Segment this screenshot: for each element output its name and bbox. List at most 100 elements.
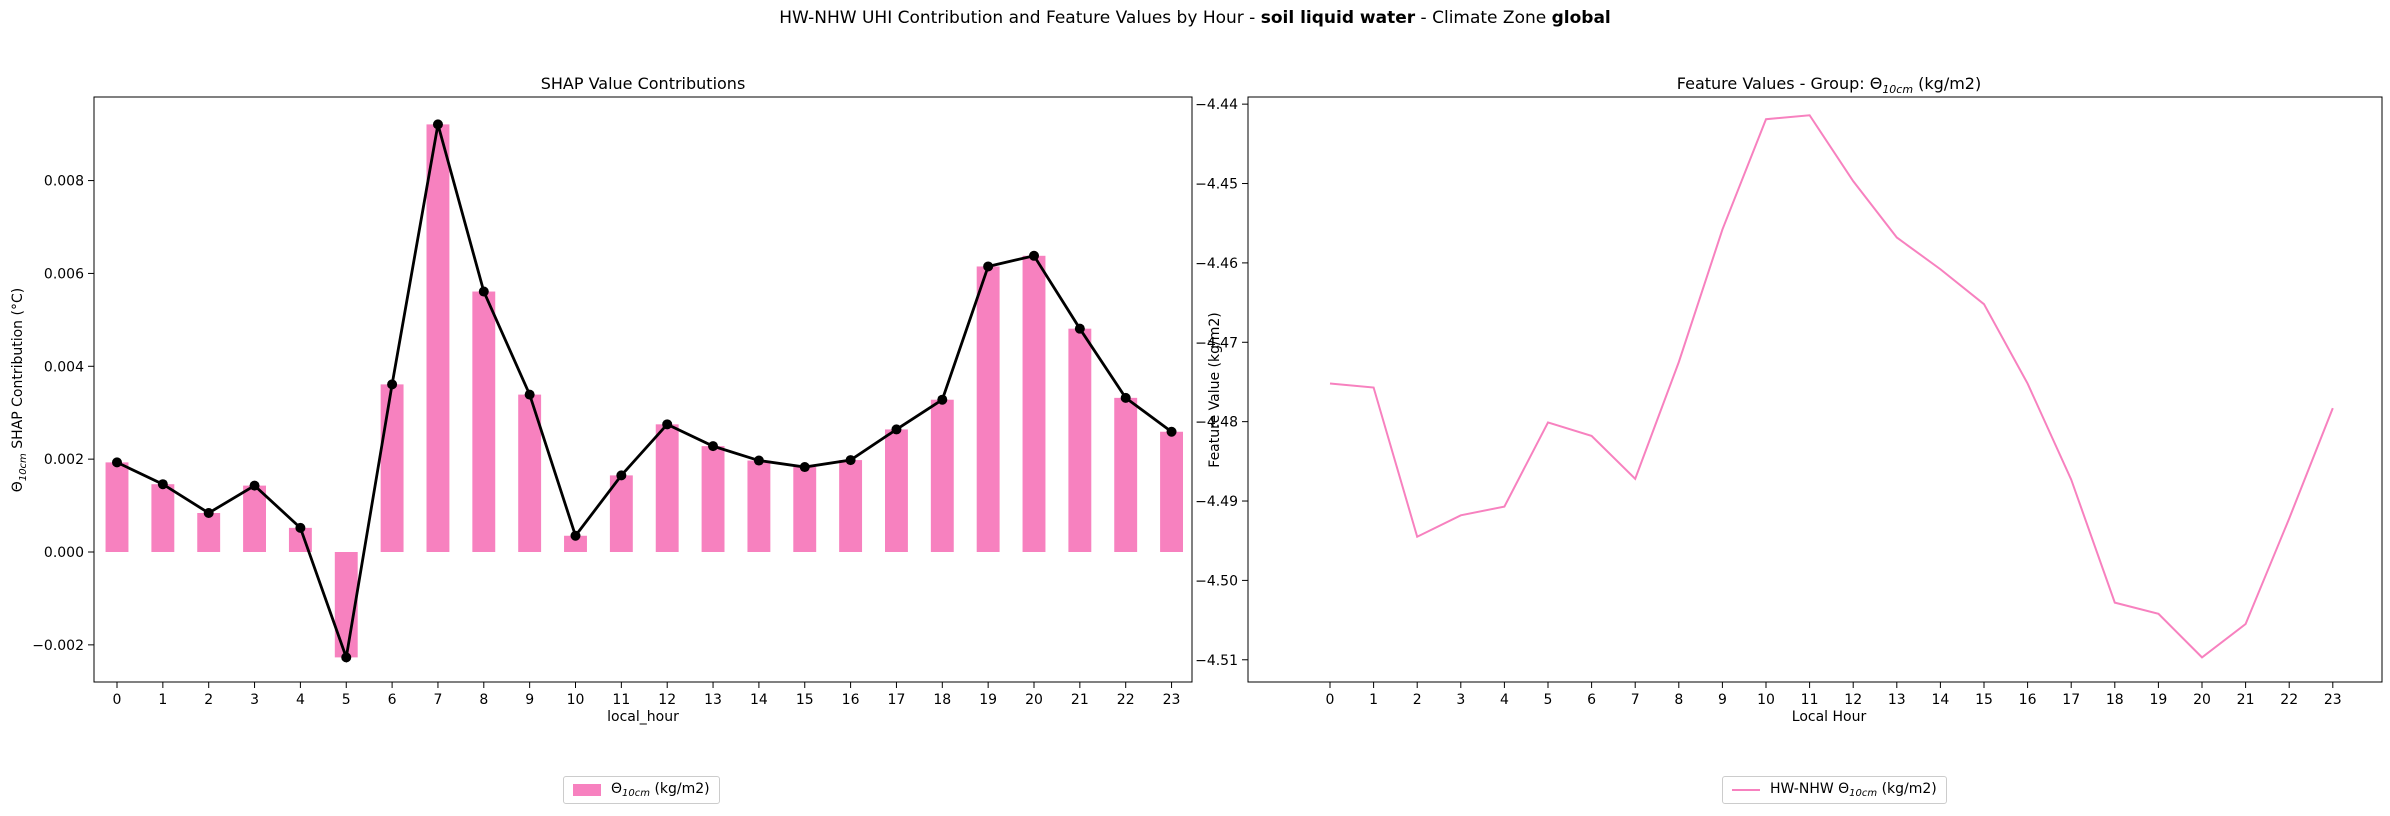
shap-marker bbox=[157, 479, 168, 490]
y-tick-label: 0.004 bbox=[44, 359, 84, 375]
shap-marker bbox=[891, 424, 902, 435]
left-x-ticks: 0 1 2 3 4 5 6 7 8 9 10 11 12 13 14 15 16 17 18 19 20 21 22 23 bbox=[113, 682, 1181, 708]
shap-bar bbox=[701, 446, 725, 552]
x-tick-label: 2 bbox=[1413, 692, 1422, 708]
y-tick-label: 0.006 bbox=[44, 266, 84, 282]
x-tick-label: 21 bbox=[2237, 692, 2255, 708]
right-legend: HW-NHW Θ10cm (kg/m2) bbox=[1722, 776, 1947, 804]
shap-marker bbox=[524, 389, 535, 400]
x-tick-label: 10 bbox=[1757, 692, 1775, 708]
x-tick-label: 10 bbox=[567, 692, 585, 708]
x-tick-label: 1 bbox=[1369, 692, 1378, 708]
shap-marker bbox=[1166, 426, 1177, 437]
x-tick-label: 18 bbox=[2106, 692, 2124, 708]
y-tick-label: −4.46 bbox=[1195, 256, 1238, 272]
shap-marker bbox=[295, 522, 306, 533]
x-tick-label: 4 bbox=[296, 692, 305, 708]
x-tick-label: 23 bbox=[1163, 692, 1181, 708]
shap-marker bbox=[1029, 250, 1039, 261]
y-tick-label: 0.002 bbox=[44, 452, 84, 468]
x-tick-label: 8 bbox=[1674, 692, 1683, 708]
x-tick-label: 12 bbox=[658, 692, 676, 708]
shap-marker bbox=[1074, 323, 1085, 334]
x-tick-label: 6 bbox=[1587, 692, 1596, 708]
left-x-axis-label: local_hour bbox=[607, 709, 679, 725]
x-tick-label: 5 bbox=[1544, 692, 1553, 708]
right-chart-title: Feature Values - Group: Θ10cm (kg/m2) bbox=[1677, 74, 1981, 96]
x-tick-label: 3 bbox=[250, 692, 259, 708]
x-tick-label: 11 bbox=[1801, 692, 1819, 708]
shap-marker bbox=[387, 379, 398, 390]
left-legend: Θ10cm (kg/m2) bbox=[563, 776, 720, 804]
shap-bar bbox=[609, 475, 633, 552]
shap-bar bbox=[1160, 431, 1183, 552]
x-tick-label: 13 bbox=[704, 692, 722, 708]
shap-marker bbox=[708, 441, 719, 452]
x-tick-label: 4 bbox=[1500, 692, 1509, 708]
left-chart-title: SHAP Value Contributions bbox=[541, 74, 746, 93]
y-tick-label: −4.47 bbox=[1195, 335, 1238, 351]
shap-marker bbox=[570, 530, 581, 541]
y-tick-label: −4.44 bbox=[1195, 97, 1238, 113]
left-y-ticks: −0.002 0.000 0.002 0.004 0.006 0.008 bbox=[32, 174, 94, 654]
shap-bar bbox=[793, 467, 817, 552]
shap-marker bbox=[753, 455, 764, 466]
shap-marker bbox=[478, 286, 489, 297]
shap-marker bbox=[983, 261, 994, 272]
shap-marker bbox=[112, 457, 122, 468]
x-tick-label: 9 bbox=[525, 692, 534, 708]
x-tick-label: 6 bbox=[388, 692, 397, 708]
shap-marker bbox=[799, 462, 810, 473]
right-y-axis-label: Feature Value (kg/m2) bbox=[1207, 312, 1223, 467]
right-axes-frame bbox=[1247, 96, 2383, 683]
x-tick-label: 1 bbox=[158, 692, 167, 708]
x-tick-label: 15 bbox=[796, 692, 814, 708]
x-tick-label: 17 bbox=[888, 692, 906, 708]
bar-series bbox=[105, 124, 1183, 658]
x-tick-label: 11 bbox=[612, 692, 630, 708]
x-tick-label: 18 bbox=[933, 692, 951, 708]
right-legend-label: HW-NHW Θ10cm (kg/m2) bbox=[1770, 781, 1937, 799]
shap-line-markers bbox=[112, 119, 1177, 663]
shap-bar bbox=[747, 460, 771, 552]
x-tick-label: 21 bbox=[1071, 692, 1089, 708]
shap-marker bbox=[249, 480, 260, 491]
shap-bar bbox=[564, 535, 587, 552]
x-tick-label: 9 bbox=[1718, 692, 1727, 708]
x-tick-label: 0 bbox=[113, 692, 122, 708]
x-tick-label: 22 bbox=[1117, 692, 1135, 708]
x-tick-label: 19 bbox=[979, 692, 997, 708]
right-x-ticks: 0 1 2 3 4 5 6 7 8 9 10 11 12 13 14 15 16 17 18 19 20 21 22 23 bbox=[1326, 682, 2342, 708]
x-tick-label: 8 bbox=[479, 692, 488, 708]
y-tick-label: −0.002 bbox=[32, 638, 84, 654]
x-tick-label: 16 bbox=[2019, 692, 2037, 708]
shap-bar bbox=[472, 291, 496, 552]
y-tick-label: −4.50 bbox=[1195, 573, 1238, 589]
x-tick-label: 15 bbox=[1975, 692, 1993, 708]
shap-bar bbox=[1022, 255, 1046, 553]
shap-overlay-line bbox=[116, 124, 1173, 663]
shap-marker bbox=[845, 455, 856, 466]
x-tick-label: 23 bbox=[2324, 692, 2342, 708]
shap-marker bbox=[341, 652, 352, 663]
shap-bar bbox=[839, 460, 863, 552]
legend-line-swatch bbox=[1732, 789, 1760, 791]
feature-value-line bbox=[1329, 114, 2334, 659]
y-tick-label: 0.000 bbox=[44, 545, 84, 561]
x-tick-label: 5 bbox=[342, 692, 351, 708]
shap-marker bbox=[203, 508, 214, 518]
shap-bar bbox=[426, 124, 450, 553]
shap-bar bbox=[197, 513, 221, 552]
feature-line-chart: Feature Values - Group: Θ10cm (kg/m2) −4… bbox=[1195, 74, 2383, 725]
x-tick-label: 0 bbox=[1326, 692, 1335, 708]
x-tick-label: 22 bbox=[2280, 692, 2298, 708]
x-tick-label: 20 bbox=[1025, 692, 1043, 708]
shap-bar bbox=[930, 399, 954, 552]
shap-bar bbox=[1114, 397, 1138, 552]
x-tick-label: 17 bbox=[2062, 692, 2080, 708]
shap-marker bbox=[662, 419, 673, 430]
shap-bar bbox=[885, 429, 908, 552]
shap-bar bbox=[655, 424, 679, 552]
shap-bar bbox=[1068, 328, 1092, 552]
